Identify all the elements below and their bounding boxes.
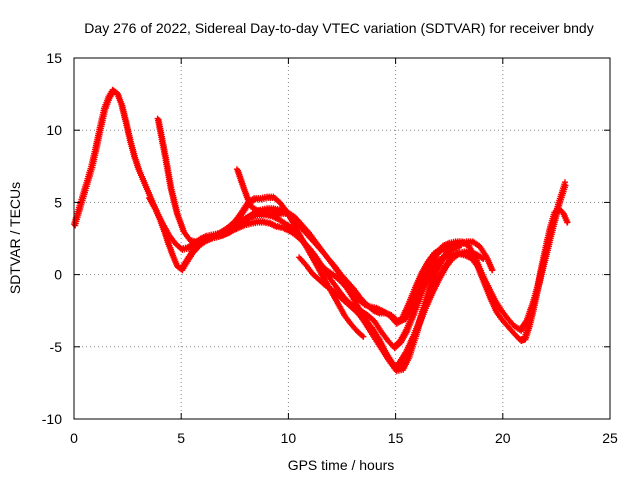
chart-title: Day 276 of 2022, Sidereal Day-to-day VTE… bbox=[84, 20, 593, 36]
series-markers bbox=[296, 242, 463, 375]
x-tick-label: 25 bbox=[602, 430, 618, 446]
plot-frame bbox=[73, 57, 611, 420]
x-tick-label: 10 bbox=[281, 430, 297, 446]
y-tick-label: 15 bbox=[46, 50, 62, 66]
series-markers bbox=[233, 166, 569, 334]
series-trace-6 bbox=[296, 242, 463, 375]
y-tick-label: 5 bbox=[54, 194, 62, 210]
x-axis-label: GPS time / hours bbox=[288, 457, 395, 473]
y-tick-label: -10 bbox=[42, 411, 62, 427]
y-tick-label: 10 bbox=[46, 122, 62, 138]
x-tick-label: 20 bbox=[495, 430, 511, 446]
series-trace-4 bbox=[233, 166, 569, 334]
y-axis-label: SDTVAR / TECUs bbox=[7, 182, 23, 294]
axis-ticks: 0 5 10 15 20 25 -10 -5 0 5 10 15 bbox=[42, 50, 618, 446]
x-tick-label: 5 bbox=[177, 430, 185, 446]
y-tick-label: -5 bbox=[50, 339, 63, 355]
x-tick-label: 15 bbox=[388, 430, 404, 446]
y-tick-label: 0 bbox=[54, 267, 62, 283]
x-tick-label: 0 bbox=[70, 430, 78, 446]
